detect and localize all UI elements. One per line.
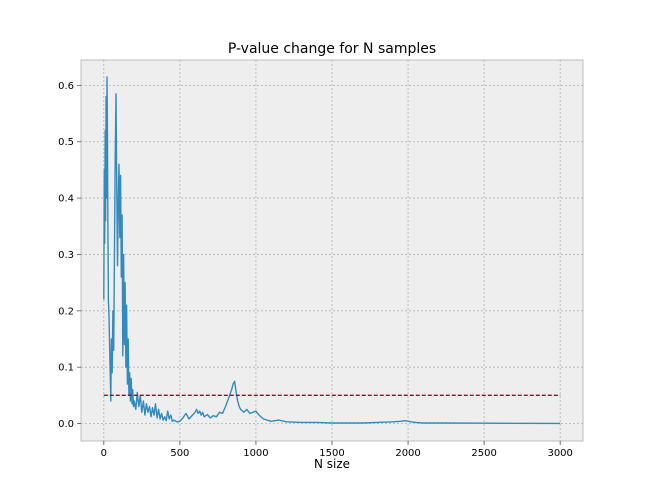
y-tick-label: 0.4 [58, 194, 74, 205]
y-tick-label: 0.2 [58, 306, 74, 317]
x-tick-label: 500 [170, 448, 189, 459]
x-tick-label: 3000 [547, 448, 572, 459]
y-tick-label: 0.5 [58, 137, 74, 148]
x-axis-ticks: 0 500 1000 1500 2000 2500 3000 [101, 441, 573, 459]
p-value-line [103, 76, 561, 425]
y-tick-label: 0.1 [58, 363, 74, 374]
x-tick-label: 0 [101, 448, 107, 459]
x-tick-label: 2000 [395, 448, 420, 459]
y-tick-label: 0.6 [58, 81, 74, 92]
chart-title: P-value change for N samples [228, 41, 436, 57]
y-tick-label: 0.3 [58, 250, 74, 261]
x-axis-label: N size [314, 457, 350, 471]
x-tick-label: 2500 [471, 448, 496, 459]
grid-lines [81, 60, 583, 441]
y-tick-label: 0.0 [58, 419, 74, 430]
x-tick-label: 1000 [243, 448, 268, 459]
x-tick-label: 1500 [319, 448, 344, 459]
series-layer [103, 76, 561, 425]
y-axis-ticks: 0.0 0.1 0.2 0.3 0.4 0.5 0.6 [58, 81, 81, 430]
